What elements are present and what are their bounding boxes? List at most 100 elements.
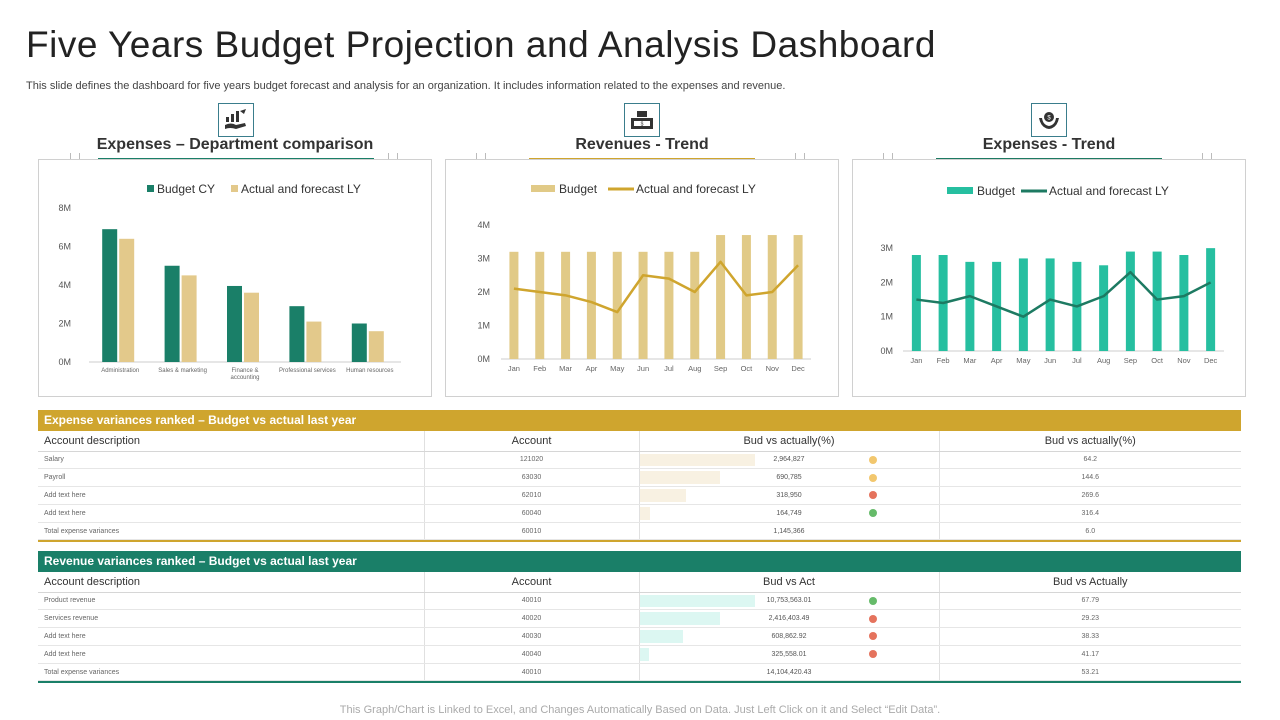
footer-note: This Graph/Chart is Linked to Excel, and… xyxy=(339,704,941,716)
legend-label: Actual and forecast LY xyxy=(1049,184,1169,198)
bud-vs-actual-cell: 318,950 xyxy=(638,486,939,505)
expense-table-grid: Account description Account Bud vs actua… xyxy=(38,431,1241,541)
percentage-cell: 269.6 xyxy=(938,486,1241,505)
page-title: Five Years Budget Projection and Analysi… xyxy=(26,24,936,65)
account-cell: 40040 xyxy=(423,645,639,664)
bud-vs-actual-cell: 164,749 xyxy=(638,504,939,523)
table-row: Total expense variances 60010 1,145,366 6.0 xyxy=(38,522,1241,541)
x-tick-label: Human resources xyxy=(346,368,393,374)
bar-budget xyxy=(1179,255,1189,351)
percentage-cell: 316.4 xyxy=(938,504,1241,523)
x-tick-label: Aug xyxy=(1097,356,1110,365)
panel1-tick-right xyxy=(388,153,398,163)
column-header: Bud vs Act xyxy=(638,572,939,593)
x-tick-label: Feb xyxy=(937,356,950,365)
bar-budget xyxy=(1045,258,1055,351)
chart3-title: Expenses - Trend xyxy=(982,136,1116,153)
account-description-cell: Product revenue xyxy=(38,592,424,611)
legend-label: Budget xyxy=(977,184,1016,198)
expense-variance-table: Expense variances ranked – Budget vs act… xyxy=(38,410,1241,543)
money-growth-icon xyxy=(218,103,254,137)
bud-vs-actual-value: 14,104,420.43 xyxy=(766,668,812,676)
table-row: Services revenue 40020 2,416,403.49 29.23 xyxy=(38,609,1241,629)
x-tick-label: Jul xyxy=(1072,356,1082,365)
bud-vs-actual-cell: 690,785 xyxy=(638,468,939,488)
x-tick-label: Professional services xyxy=(279,368,336,374)
panel3-tick-right xyxy=(1202,153,1212,163)
legend-label: Actual and forecast LY xyxy=(636,182,756,196)
revenue-table-grid: Account description Account Bud vs Act B… xyxy=(38,572,1241,682)
data-bar xyxy=(639,471,720,485)
chart2-panel: 0M 1M 2M 3M 4M Jan Feb Mar Apr May Jun Jul Aug Sep Oct… xyxy=(445,159,839,397)
bar-budget xyxy=(535,251,545,359)
panel3-tick-left xyxy=(883,153,893,163)
bar-budget xyxy=(741,235,751,359)
column-header: Bud vs actually(%) xyxy=(638,431,939,452)
y-tick-label: 0M xyxy=(477,354,490,364)
x-tick-label: Feb xyxy=(533,364,546,373)
account-description-cell: Total expense variances xyxy=(38,663,424,682)
table-row: Total expense variances 40010 14,104,420.4… xyxy=(38,663,1241,682)
percentage-cell: 38.33 xyxy=(938,627,1241,646)
percentage-cell: 144.6 xyxy=(938,468,1241,488)
department-comparison-chart: 0M 2M 4M 6M 8M Administration Sales & marketin… xyxy=(58,182,401,381)
table-row: Payroll 63030 690,785 144.6 xyxy=(38,468,1241,488)
account-cell: 40010 xyxy=(423,592,639,611)
column-header: Account xyxy=(423,431,639,452)
account-cell: 60040 xyxy=(423,504,639,523)
bud-vs-actual-cell: 2,416,403.49 xyxy=(638,609,939,629)
bar-actual-and-forecast-ly xyxy=(306,321,322,362)
bud-vs-actual-value: 608,862.92 xyxy=(771,632,807,640)
status-dot-red xyxy=(868,650,877,659)
column-header: Account description xyxy=(38,572,424,593)
x-tick-label: Sales & marketing xyxy=(158,368,207,374)
percentage-cell: 6.0 xyxy=(938,522,1241,541)
legend-label: Budget CY xyxy=(157,182,215,196)
data-bar xyxy=(639,612,720,626)
bud-vs-actual-cell: 14,104,420.43 xyxy=(638,663,939,682)
bar-budget-cy xyxy=(351,323,367,362)
chart1-panel: 0M 2M 4M 6M 8M Administration Sales & marketin… xyxy=(38,159,432,397)
status-dot-amber xyxy=(868,473,877,482)
legend-label: Budget xyxy=(559,182,598,196)
table-row: Product revenue 40010 10,753,563.01 67.79 xyxy=(38,592,1241,611)
bar-budget xyxy=(911,255,921,351)
column-header: Account xyxy=(423,572,639,593)
table-row: Salary 121020 2,964,827 64.2 xyxy=(38,451,1241,470)
account-description-cell: Services revenue xyxy=(38,609,424,629)
column-header: Bud vs actually(%) xyxy=(938,431,1241,452)
account-description-cell: Salary xyxy=(38,451,424,470)
account-description-cell: Add text here xyxy=(38,645,424,664)
x-tick-label: Dec xyxy=(1204,356,1218,365)
account-cell: 40030 xyxy=(423,627,639,646)
cash-register-icon: $ xyxy=(624,103,660,137)
x-tick-label: Sep xyxy=(714,364,727,373)
table-header-row: Account description Account Bud vs actua… xyxy=(38,431,1241,452)
legend-swatch-bar xyxy=(947,187,973,194)
bar-actual-and-forecast-ly xyxy=(119,238,135,362)
percentage-cell: 53.21 xyxy=(938,663,1241,682)
x-tick-label: Administration xyxy=(101,368,139,374)
y-tick-label: 1M xyxy=(477,321,490,331)
x-tick-label: Apr xyxy=(991,356,1003,365)
bar-budget xyxy=(1018,258,1028,351)
bud-vs-actual-cell: 2,964,827 xyxy=(638,451,939,470)
y-tick-label: 2M xyxy=(477,287,490,297)
account-cell: 60010 xyxy=(423,522,639,541)
x-tick-label: Mar xyxy=(559,364,572,373)
y-tick-label: 3M xyxy=(477,254,490,264)
expense-table-heading: Expense variances ranked – Budget vs act… xyxy=(38,410,1241,431)
percentage-cell: 29.23 xyxy=(938,609,1241,629)
table-row: Add text here 40040 325,558.01 41.17 xyxy=(38,645,1241,664)
svg-text:$: $ xyxy=(1047,116,1051,122)
table-row: Add text here 62010 318,950 269.6 xyxy=(38,486,1241,505)
bar-budget xyxy=(664,251,674,359)
bud-vs-actual-cell: 325,558.01 xyxy=(638,645,939,664)
account-cell: 121020 xyxy=(423,451,639,470)
account-description-cell: Payroll xyxy=(38,468,424,488)
account-description-cell: Add text here xyxy=(38,627,424,646)
y-tick-label: 2M xyxy=(58,319,71,329)
column-header: Bud vs Actually xyxy=(938,572,1241,593)
table-row: Add text here 40030 608,862.92 38.33 xyxy=(38,627,1241,646)
bar-budget xyxy=(690,251,700,359)
